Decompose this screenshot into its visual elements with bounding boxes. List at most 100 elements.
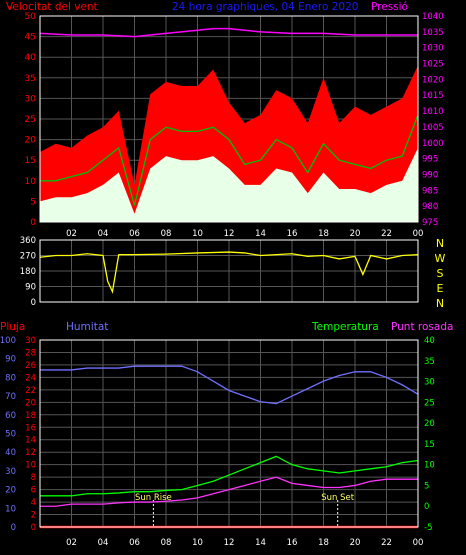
humidity-axis-tick-label: 40 xyxy=(5,448,16,458)
temperature-axis-tick-label: 25 xyxy=(424,398,435,408)
rain-axis-tick-label: 22 xyxy=(25,386,36,396)
x-axis-tick-label: 04 xyxy=(98,229,109,239)
wind-axis-tick-label: 45 xyxy=(25,33,36,43)
pressure-axis-tick-label: 995 xyxy=(422,155,438,165)
x-axis-tick-label: 20 xyxy=(350,538,361,548)
temperature-axis-tick-label: 10 xyxy=(424,461,435,471)
wind-average-line xyxy=(40,114,419,206)
rain-axis-tick-label: 16 xyxy=(25,423,36,433)
wind-axis-tick-label: 25 xyxy=(25,115,36,125)
pressure-axis-tick-label: 1010 xyxy=(422,107,444,117)
chart-title: 24 hora graphiques, 04 Enero 2020 xyxy=(172,1,358,13)
rain-axis-tick-label: 18 xyxy=(25,411,36,421)
x-axis-tick-label: 06 xyxy=(129,538,140,548)
pressure-axis-tick-label: 1005 xyxy=(422,123,444,133)
pressure-label: Pressió xyxy=(371,1,408,13)
x-axis-tick-label: 08 xyxy=(161,538,172,548)
direction-axis-tick-label: 360 xyxy=(20,236,36,246)
dew-point-label: Punt rosada xyxy=(391,321,453,333)
rain-axis-tick-label: 24 xyxy=(25,373,36,383)
x-axis-tick-label: 04 xyxy=(98,538,109,548)
compass-letter: N xyxy=(436,237,444,250)
wind-speed-label: Velocitat del vent xyxy=(6,1,98,13)
temperature-axis-tick-label: 30 xyxy=(424,378,435,388)
wind-axis-tick-label: 15 xyxy=(25,156,36,166)
direction-axis-tick-label: 270 xyxy=(20,252,36,262)
x-axis-tick-label: 00 xyxy=(413,538,424,548)
rain-axis-tick-label: 20 xyxy=(25,398,36,408)
humidity-axis-tick-label: 90 xyxy=(5,355,16,365)
dew-point-line xyxy=(40,476,418,507)
humidity-axis-tick-label: 30 xyxy=(5,467,16,477)
x-axis-tick-label: 00 xyxy=(413,229,424,239)
x-axis-tick-label: 16 xyxy=(287,229,298,239)
direction-axis-tick-label: 90 xyxy=(25,283,36,293)
x-axis-tick-label: 12 xyxy=(224,538,235,548)
humidity-axis-tick-label: 100 xyxy=(0,336,16,346)
pressure-axis-tick-label: 990 xyxy=(422,170,438,180)
humidity-label: Humitat xyxy=(66,321,108,333)
temperature-axis-tick-label: 35 xyxy=(424,357,435,367)
rain-axis-tick-label: 8 xyxy=(31,473,36,483)
rain-axis-tick-label: 28 xyxy=(25,348,36,358)
rain-axis-tick-label: 30 xyxy=(25,336,36,346)
rain-axis-tick-label: 14 xyxy=(25,436,36,446)
panel-frame xyxy=(39,239,419,303)
x-axis-tick-label: 20 xyxy=(350,229,361,239)
rain-axis-tick-label: 2 xyxy=(31,511,36,521)
pressure-axis-tick-label: 1040 xyxy=(422,12,444,22)
pressure-axis-tick-label: 1020 xyxy=(422,75,444,85)
temperature-axis-tick-label: 0 xyxy=(424,502,429,512)
pressure-axis-tick-label: 1025 xyxy=(422,60,444,70)
humidity-axis-tick-label: 20 xyxy=(5,486,16,496)
rain-axis-tick-label: 0 xyxy=(31,523,36,533)
x-axis-tick-label: 10 xyxy=(192,538,203,548)
x-axis-tick-label: 12 xyxy=(224,229,235,239)
humidity-axis-tick-label: 70 xyxy=(5,392,16,402)
x-axis-tick-label: 14 xyxy=(255,229,266,239)
temperature-axis-tick-label: 5 xyxy=(424,481,429,491)
pressure-axis-tick-label: 980 xyxy=(422,202,438,212)
pressure-axis-tick-label: 985 xyxy=(422,186,438,196)
rain-axis-tick-label: 26 xyxy=(25,361,36,371)
wind-axis-tick-label: 30 xyxy=(25,94,37,104)
humidity-line xyxy=(40,365,419,405)
wind-axis-tick-label: 40 xyxy=(25,53,37,63)
compass-letter: E xyxy=(437,282,444,295)
pressure-axis-tick-label: 975 xyxy=(422,218,438,228)
wind-axis-tick-label: 50 xyxy=(25,12,37,22)
rain-axis-tick-label: 4 xyxy=(31,498,36,508)
rain-axis-tick-label: 12 xyxy=(25,448,36,458)
humidity-axis-tick-label: 60 xyxy=(5,411,16,421)
x-axis-tick-label: 06 xyxy=(129,229,140,239)
compass-letter: S xyxy=(437,267,444,280)
temperature-axis-tick-label: -5 xyxy=(424,523,432,533)
wind-direction-line xyxy=(39,251,419,294)
x-axis-tick-label: 08 xyxy=(161,229,172,239)
direction-axis-tick-label: 180 xyxy=(20,267,36,277)
x-axis-tick-label: 02 xyxy=(66,538,77,548)
x-axis-tick-label: 16 xyxy=(287,538,298,548)
temperature-axis-tick-label: 20 xyxy=(424,419,435,429)
pressure-axis-tick-label: 1035 xyxy=(422,28,444,38)
humidity-axis-tick-label: 0 xyxy=(11,523,16,533)
wind-axis-tick-label: 5 xyxy=(30,197,36,207)
sun-annotation-label: Sun Rise xyxy=(135,493,172,503)
temperature-line xyxy=(40,455,419,497)
wind-axis-tick-label: 10 xyxy=(25,177,37,187)
wind-minimum-area xyxy=(40,147,418,222)
x-axis-tick-label: 18 xyxy=(318,229,329,239)
temperature-label: Temperatura xyxy=(311,321,379,333)
pressure-axis-tick-label: 1015 xyxy=(422,91,444,101)
sun-annotation-label: Sun Set xyxy=(321,493,354,503)
rain-axis-tick-label: 10 xyxy=(25,461,36,471)
humidity-axis-tick-label: 50 xyxy=(5,430,16,440)
x-axis-tick-label: 10 xyxy=(192,229,203,239)
pressure-axis-tick-label: 1000 xyxy=(422,139,444,149)
wind-axis-tick-label: 0 xyxy=(30,218,36,228)
temperature-axis-tick-label: 40 xyxy=(424,336,435,346)
wind-axis-tick-label: 20 xyxy=(25,136,37,146)
wind-axis-tick-label: 35 xyxy=(25,74,36,84)
temperature-axis-tick-label: 15 xyxy=(424,440,435,450)
